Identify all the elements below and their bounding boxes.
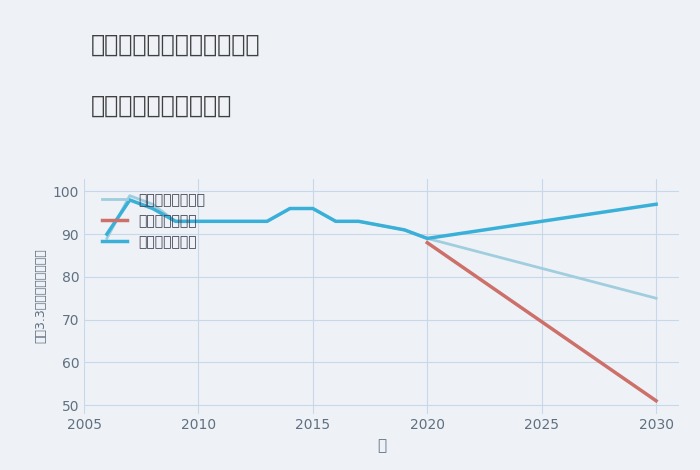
バッドシナリオ <box>423 240 431 245</box>
Legend: ノーマルシナリオ, バッドシナリオ, グッドシナリオ: ノーマルシナリオ, バッドシナリオ, グッドシナリオ <box>97 188 211 255</box>
ノーマルシナリオ <box>332 219 340 224</box>
グッドシナリオ <box>217 219 225 224</box>
ノーマルシナリオ <box>538 266 546 271</box>
ノーマルシナリオ <box>400 227 409 233</box>
グッドシナリオ <box>354 219 363 224</box>
ノーマルシナリオ <box>194 219 202 224</box>
Line: バッドシナリオ: バッドシナリオ <box>427 243 656 401</box>
グッドシナリオ <box>148 206 157 212</box>
Text: 中古戸建ての価格推移: 中古戸建ての価格推移 <box>91 94 232 118</box>
グッドシナリオ <box>172 219 180 224</box>
ノーマルシナリオ <box>309 206 317 212</box>
ノーマルシナリオ <box>240 219 248 224</box>
Line: グッドシナリオ: グッドシナリオ <box>107 200 656 238</box>
グッドシナリオ <box>423 235 431 241</box>
グッドシナリオ <box>286 206 294 212</box>
グッドシナリオ <box>125 197 134 203</box>
ノーマルシナリオ <box>377 223 386 228</box>
Y-axis label: 坪（3.3㎡）単価（万円）: 坪（3.3㎡）単価（万円） <box>34 249 47 344</box>
ノーマルシナリオ <box>263 219 272 224</box>
グッドシナリオ <box>652 202 660 207</box>
ノーマルシナリオ <box>286 206 294 212</box>
グッドシナリオ <box>194 219 202 224</box>
ノーマルシナリオ <box>125 193 134 198</box>
Text: 兵庫県姫路市広畑区長町の: 兵庫県姫路市広畑区長町の <box>91 33 260 57</box>
ノーマルシナリオ <box>217 219 225 224</box>
Line: ノーマルシナリオ: ノーマルシナリオ <box>107 196 656 298</box>
グッドシナリオ <box>240 219 248 224</box>
グッドシナリオ <box>309 206 317 212</box>
グッドシナリオ <box>332 219 340 224</box>
グッドシナリオ <box>538 219 546 224</box>
X-axis label: 年: 年 <box>377 438 386 453</box>
ノーマルシナリオ <box>652 296 660 301</box>
バッドシナリオ <box>652 398 660 404</box>
グッドシナリオ <box>400 227 409 233</box>
ノーマルシナリオ <box>103 235 111 241</box>
ノーマルシナリオ <box>423 235 431 241</box>
ノーマルシナリオ <box>148 202 157 207</box>
ノーマルシナリオ <box>354 219 363 224</box>
グッドシナリオ <box>263 219 272 224</box>
グッドシナリオ <box>377 223 386 228</box>
ノーマルシナリオ <box>172 219 180 224</box>
グッドシナリオ <box>103 231 111 237</box>
